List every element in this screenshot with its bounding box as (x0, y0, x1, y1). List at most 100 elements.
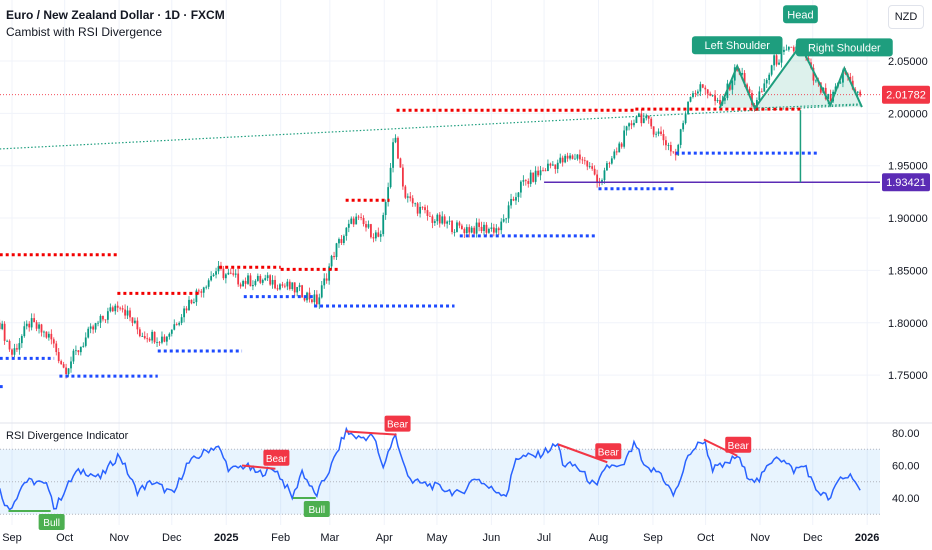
price-tick: 1.80000 (888, 318, 928, 330)
candle-body (642, 118, 645, 124)
candle-body (259, 275, 262, 283)
time-tick: Feb (271, 532, 290, 544)
candle-body (443, 216, 446, 224)
candle-body (313, 294, 316, 303)
strategy-subtitle: Cambist with RSI Divergence (6, 25, 163, 39)
candle-body (109, 307, 112, 312)
price-tick: 1.75000 (888, 370, 928, 382)
candle-body (448, 220, 451, 222)
candle-body (421, 206, 424, 208)
candle-body (33, 318, 36, 323)
rsi-tick: 80.00 (892, 428, 920, 440)
time-tick: Nov (109, 532, 129, 544)
candle-body (426, 210, 429, 216)
candle-body (657, 131, 660, 134)
candle-body (451, 220, 453, 233)
candle-body (328, 266, 331, 281)
candle-body (527, 181, 530, 184)
candle-body (694, 93, 697, 95)
candle-body (736, 67, 739, 71)
candle-body (724, 97, 726, 101)
candle-body (475, 222, 478, 234)
candle-body (180, 317, 183, 323)
candle-body (119, 307, 122, 309)
candle-body (463, 229, 466, 234)
candle-body (669, 145, 672, 152)
candle-body (6, 340, 8, 342)
candle-body (790, 46, 793, 48)
candle-body (126, 310, 129, 316)
candle-body (65, 367, 67, 375)
currency-button[interactable]: NZD (888, 5, 924, 29)
candle-body (52, 339, 55, 344)
candle-body (269, 275, 272, 285)
price-tick: 1.85000 (888, 265, 928, 277)
candle-body (40, 324, 43, 333)
candle-body (665, 140, 667, 146)
candle-body (244, 280, 247, 284)
candle-body (706, 89, 709, 94)
candle-body (615, 151, 618, 153)
pattern-label: Left Shoulder (705, 40, 771, 52)
candle-body (684, 114, 687, 124)
candle-body (674, 151, 677, 156)
candle-body (195, 290, 198, 303)
candle-body (175, 324, 178, 326)
candle-body (635, 116, 638, 123)
candle-body (374, 232, 377, 239)
candle-body (404, 186, 407, 198)
divergence-label: Bear (266, 454, 288, 465)
candle-body (515, 197, 517, 201)
candle-body (210, 276, 213, 281)
candle-body (574, 158, 576, 160)
candle-body (714, 95, 717, 102)
candle-body (603, 170, 606, 181)
time-tick: Sep (2, 532, 22, 544)
time-tick: Nov (750, 532, 770, 544)
candle-body (75, 350, 77, 352)
candle-body (62, 364, 65, 368)
candle-body (16, 348, 18, 350)
candle-body (311, 299, 313, 303)
candle-body (583, 160, 586, 162)
price-tick: 1.90000 (888, 213, 928, 225)
candle-body (188, 299, 190, 311)
candle-body (47, 333, 50, 338)
candle-body (633, 122, 635, 126)
divergence-label-box (38, 514, 65, 530)
candle-body (338, 239, 340, 244)
candle-body (79, 346, 82, 353)
candle-body (652, 126, 655, 135)
rsi-band (0, 449, 880, 515)
candle-body (559, 157, 562, 163)
candle-body (556, 162, 559, 169)
time-tick: Apr (376, 532, 393, 544)
candle-body (842, 70, 844, 83)
candle-body (522, 180, 525, 182)
candle-body (743, 73, 746, 85)
candle-body (519, 181, 522, 193)
candle-body (45, 331, 48, 338)
candle-body (67, 368, 70, 375)
candle-body (1, 323, 4, 330)
candle-body (687, 101, 689, 115)
candle-body (370, 224, 372, 238)
candle-body (72, 350, 75, 362)
candle-body (768, 74, 771, 81)
candle-body (274, 279, 276, 289)
candle-body (387, 187, 390, 203)
candle-body (232, 273, 235, 275)
candle-body (234, 273, 237, 275)
candle-body (569, 155, 571, 159)
candle-body (70, 361, 72, 369)
candle-body (859, 91, 862, 96)
candle-body (517, 192, 520, 198)
candle-body (564, 155, 567, 163)
candle-body (3, 323, 6, 341)
candle-body (227, 272, 230, 275)
time-tick: Dec (803, 532, 823, 544)
candle-body (500, 221, 503, 231)
candle-body (458, 222, 461, 226)
candle-body (367, 224, 370, 228)
